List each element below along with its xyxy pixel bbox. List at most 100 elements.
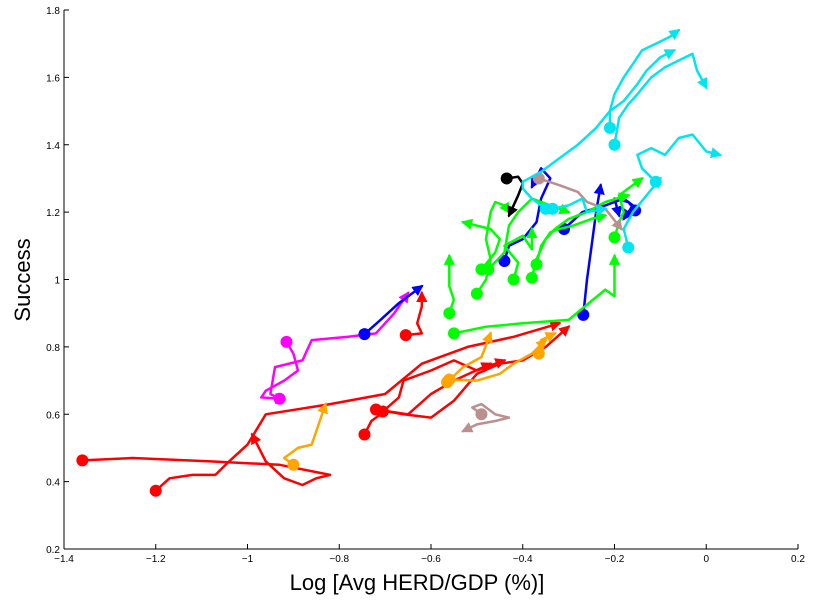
series-trajectory xyxy=(608,52,708,151)
series-start-point xyxy=(475,408,488,421)
series-trajectory xyxy=(358,362,493,441)
x-tick-label: 0.2 xyxy=(791,554,805,565)
series-trajectory xyxy=(76,432,332,487)
series-start-point xyxy=(273,392,286,405)
y-axis: 0.2 0.4 0.6 0.8 1 1.2 1.4 1.6 1.8 xyxy=(46,6,69,556)
x-axis-title: Log [Avg HERD/GDP (%)] xyxy=(290,570,545,595)
series-trajectory xyxy=(443,253,456,320)
series-line xyxy=(521,28,681,211)
y-tick-label: 0.6 xyxy=(46,410,60,421)
series-line xyxy=(404,290,428,337)
series-trajectory xyxy=(577,182,605,321)
series-trajectory xyxy=(149,320,562,497)
series-line xyxy=(445,331,493,384)
series-start-point xyxy=(149,484,162,497)
series-start-point xyxy=(280,335,293,348)
series-line xyxy=(363,284,424,336)
y-tick-label: 1.2 xyxy=(46,208,60,219)
series-line xyxy=(381,358,507,413)
x-tick-label: −1 xyxy=(242,554,254,565)
series-trajectory xyxy=(358,284,424,341)
plot-area xyxy=(76,28,723,497)
series-start-point xyxy=(443,307,456,320)
series-line xyxy=(475,200,511,295)
series-trajectory xyxy=(260,335,300,405)
x-tick-label: −0.2 xyxy=(605,554,625,565)
series-line xyxy=(622,176,662,249)
series-start-point xyxy=(482,263,495,276)
series-trajectory xyxy=(460,218,502,276)
series-trajectory xyxy=(269,291,410,405)
series-line xyxy=(461,402,511,433)
series-trajectory xyxy=(530,212,608,271)
series-line xyxy=(81,432,332,487)
y-tick-label: 0.8 xyxy=(46,343,60,354)
y-axis-title: Success xyxy=(10,238,35,321)
series-start-point xyxy=(358,328,371,341)
series-start-point xyxy=(399,329,412,342)
y-tick-label: 1.6 xyxy=(46,73,60,84)
x-tick-label: −0.4 xyxy=(513,554,533,565)
series-trajectory xyxy=(376,358,507,418)
series-line xyxy=(537,177,623,231)
series-line xyxy=(443,253,456,315)
series-start-point xyxy=(441,376,454,389)
series-trajectory xyxy=(546,197,608,216)
y-tick-label: 1.8 xyxy=(46,6,60,17)
x-tick-label: 0 xyxy=(703,554,709,565)
series-trajectory xyxy=(399,290,428,342)
series-line xyxy=(260,340,300,405)
series-start-point xyxy=(525,271,538,284)
series-line xyxy=(363,362,493,436)
x-tick-label: −1.4 xyxy=(54,554,74,565)
series-start-point xyxy=(507,273,520,286)
series-start-point xyxy=(76,454,89,467)
series-start-point xyxy=(532,347,545,360)
series-start-point xyxy=(608,138,621,151)
series-start-point xyxy=(608,231,621,244)
series-line xyxy=(535,212,608,266)
series-start-point xyxy=(376,405,389,418)
series-line xyxy=(282,401,328,467)
x-tick-label: −0.6 xyxy=(421,554,441,565)
y-tick-label: 0.2 xyxy=(46,545,60,556)
series-trajectory xyxy=(532,332,557,360)
series-line xyxy=(551,197,608,216)
series-start-point xyxy=(622,241,635,254)
series-start-point xyxy=(577,308,590,321)
series-start-point xyxy=(603,121,616,134)
series-start-point xyxy=(287,458,300,471)
series-start-point xyxy=(470,287,483,300)
series-line xyxy=(269,291,410,401)
x-axis: −1.4 −1.2 −1 −0.8 −0.6 −0.4 −0.2 0 0.2 xyxy=(54,544,805,565)
series-line xyxy=(613,52,708,147)
series-trajectory xyxy=(500,172,525,218)
series-line xyxy=(452,253,621,335)
series-trajectory xyxy=(503,226,538,286)
series-start-point xyxy=(358,428,371,441)
x-tick-label: −0.8 xyxy=(329,554,349,565)
series-trajectory xyxy=(441,331,493,389)
series-start-point xyxy=(530,258,543,271)
series-line xyxy=(154,320,562,492)
series-start-point xyxy=(500,172,513,185)
y-tick-label: 1.4 xyxy=(46,141,60,152)
series-start-point xyxy=(498,254,511,267)
y-tick-label: 1 xyxy=(54,276,60,287)
series-trajectory xyxy=(636,133,723,188)
series-line xyxy=(460,218,502,271)
series-line xyxy=(582,182,605,317)
x-tick-label: −1.2 xyxy=(146,554,166,565)
series-line xyxy=(636,133,723,184)
series-start-point xyxy=(546,202,559,215)
series-trajectory xyxy=(622,176,662,254)
series-start-point xyxy=(447,327,460,340)
series-line xyxy=(503,226,538,281)
series-line xyxy=(448,338,548,382)
series-trajectory xyxy=(461,402,511,433)
series-trajectory xyxy=(470,200,511,300)
series-trajectory xyxy=(447,253,621,340)
series-trajectory xyxy=(282,401,328,471)
y-tick-label: 0.4 xyxy=(46,478,60,489)
